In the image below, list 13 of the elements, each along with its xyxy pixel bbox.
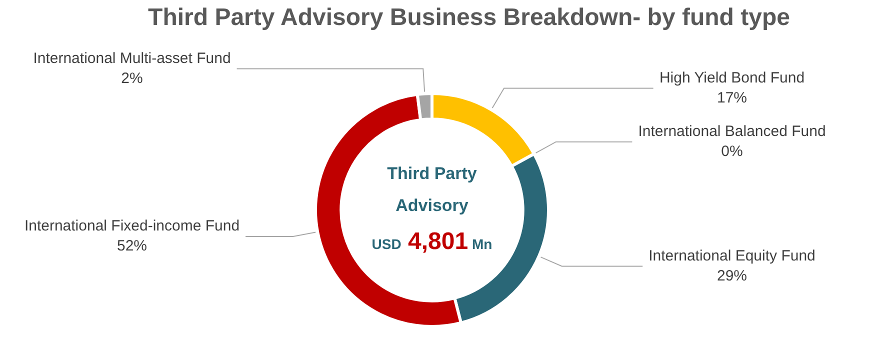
text: USD 4,801 Mn xyxy=(372,228,492,255)
slice-label: International Fixed-income Fund xyxy=(24,218,240,235)
slice-label: High Yield Bond Fund xyxy=(659,69,805,86)
text: Third Party Advisory xyxy=(386,163,478,217)
text: 0% xyxy=(721,142,743,160)
data-label: 17% xyxy=(716,89,748,106)
chart-title: Third Party Advisory Business Breakdown- by fund type xyxy=(147,4,791,32)
data-label: 52% xyxy=(116,238,148,255)
slice-label: International Multi-asset Fund xyxy=(33,50,231,67)
data-label: 2% xyxy=(121,70,143,87)
slice-label: International Equity Fund xyxy=(648,247,816,264)
data-label: 29% xyxy=(716,267,748,284)
category-label: International Balanced Fund xyxy=(638,122,826,140)
